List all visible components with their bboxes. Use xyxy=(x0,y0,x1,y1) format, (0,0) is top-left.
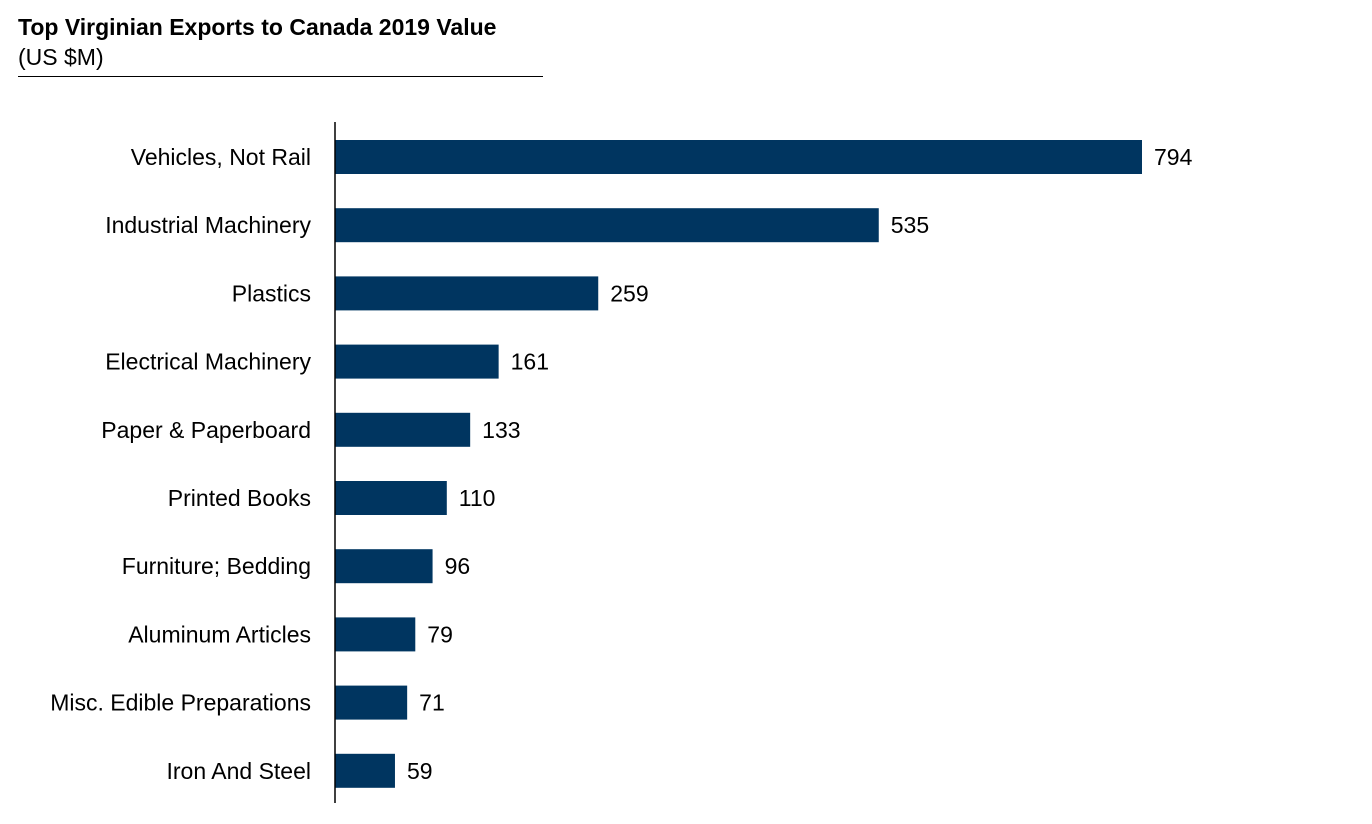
category-label: Paper & Paperboard xyxy=(101,417,311,443)
category-label: Iron And Steel xyxy=(167,758,312,784)
category-label: Electrical Machinery xyxy=(105,349,311,375)
value-label: 96 xyxy=(445,553,471,579)
category-labels-layer: Vehicles, Not Rail Industrial Machinery Pl… xyxy=(50,144,311,784)
bar xyxy=(335,140,1142,174)
bar xyxy=(335,208,879,243)
value-label: 71 xyxy=(419,690,445,716)
value-label: 133 xyxy=(482,417,520,443)
category-label: Furniture; Bedding xyxy=(122,553,311,579)
category-label: Vehicles, Not Rail xyxy=(131,144,311,170)
chart-title: Top Virginian Exports to Canada 2019 Val… xyxy=(18,14,497,40)
value-label: 794 xyxy=(1154,144,1193,170)
chart-subtitle: (US $M) xyxy=(18,44,104,70)
title-divider xyxy=(18,76,543,77)
bar xyxy=(335,753,395,788)
bar xyxy=(335,481,447,515)
value-label: 110 xyxy=(459,485,496,511)
category-label: Printed Books xyxy=(168,485,311,511)
bar xyxy=(335,344,499,379)
category-label: Misc. Edible Preparations xyxy=(50,690,311,716)
value-label: 59 xyxy=(407,758,433,784)
bar xyxy=(335,276,599,311)
value-label: 259 xyxy=(610,280,648,306)
category-label: Industrial Machinery xyxy=(105,212,311,238)
category-label: Aluminum Articles xyxy=(128,621,311,647)
bar xyxy=(335,685,408,720)
category-label: Plastics xyxy=(232,280,311,306)
bar xyxy=(335,617,416,652)
value-label: 161 xyxy=(511,349,549,375)
value-label: 79 xyxy=(427,621,453,647)
value-labels-layer: 794 535 259 161 133 110 96 79 71 59 xyxy=(407,144,1193,784)
bar xyxy=(335,549,433,584)
bar xyxy=(335,412,471,447)
bars-layer xyxy=(335,140,1142,788)
value-label: 535 xyxy=(891,212,929,238)
